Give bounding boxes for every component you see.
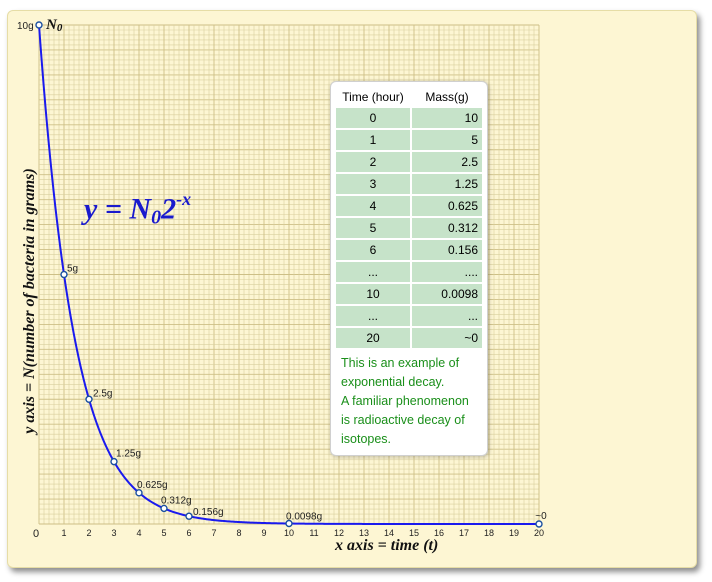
time-cell: 6 [336,240,410,260]
table-row: 2 2.5 [336,152,482,172]
table-row: 5 0.312 [336,218,482,238]
x-tick-label: 9 [261,528,266,538]
chart-frame: 10g 5g 2.5g 1.25g 0.625g 0.312g 0.156g 0.0098g ~… [7,10,697,568]
time-column-header: Time (hour) [336,87,410,106]
data-point [160,504,168,513]
data-point [135,489,143,497]
time-cell: 1 [336,130,410,150]
x-tick-label: 11 [309,528,318,538]
table-row: 4 0.625 [336,196,482,216]
time-cell: 0 [336,108,410,128]
x-tick-label: 2 [86,528,91,538]
table-row: ....... [336,262,482,282]
data-point [285,519,293,528]
mass-cell: 0.312 [412,218,482,238]
time-cell: 4 [336,196,410,216]
data-label: 2.5g [93,388,112,399]
mass-cell: 0.0098 [412,284,482,304]
mass-cell: .... [412,262,482,282]
x-tick-label: 19 [509,528,519,538]
data-point [110,457,118,466]
time-cell: ... [336,262,410,282]
data-label: 0.156g [193,507,224,518]
mass-column-header: Mass(g) [412,87,482,106]
time-cell: 5 [336,218,410,238]
x-tick-label: 6 [186,528,191,538]
table-row: 10 0.0098 [336,284,482,304]
x-tick-label: 5 [161,528,166,538]
table-header-row: Time (hour) Mass(g) [336,87,482,106]
data-label: 0.625g [137,480,168,491]
mass-cell: 5 [412,130,482,150]
data-table-panel: Time (hour) Mass(g) 0 10 1 5 2 2.5 3 1.25 4 0.625… [330,81,488,456]
time-cell: ... [336,306,410,326]
data-point [85,395,93,403]
x-tick-label: 12 [334,528,344,538]
x-tick-label: 4 [136,528,141,538]
mass-cell: 10 [412,108,482,128]
table-row: 0 10 [336,108,482,128]
formula-label: y = N02-x [84,189,192,229]
time-cell: 3 [336,174,410,194]
x-tick-label: 10 [284,528,294,538]
data-label: ~0 [535,511,547,522]
y-axis-title: y axis = N(number of bacteria in grams) [21,168,38,434]
data-table: Time (hour) Mass(g) 0 10 1 5 2 2.5 3 1.25 4 0.625… [334,85,484,350]
mass-cell: 0.625 [412,196,482,216]
x-tick-label: 1 [61,528,66,538]
x-tick-label: 7 [211,528,216,538]
time-cell: 2 [336,152,410,172]
time-cell: 10 [336,284,410,304]
data-label: 0.0098g [286,512,322,523]
mass-cell: ... [412,306,482,326]
origin-label: 0 [33,528,39,540]
data-label: 1.25g [116,449,141,460]
x-tick-label: 16 [434,528,444,538]
mass-cell: 2.5 [412,152,482,172]
x-tick-label: 17 [459,528,469,538]
mass-cell: ~0 [412,328,482,348]
data-point [35,21,43,29]
x-axis-title: x axis = time (t) [335,537,439,554]
x-tick-label: 8 [236,528,241,538]
data-point [535,520,543,528]
x-tick-label: 14 [384,528,394,538]
table-row: 3 1.25 [336,174,482,194]
data-label: 5g [67,264,78,275]
time-cell: 20 [336,328,410,348]
mass-cell: 0.156 [412,240,482,260]
note-line-1: This is an example of exponential decay. [341,356,460,389]
table-row: 6 0.156 [336,240,482,260]
x-tick-label: 18 [484,528,494,538]
data-label: 10g [17,21,34,32]
mass-cell: 1.25 [412,174,482,194]
table-row: 20 ~0 [336,328,482,348]
explanation-note: This is an example of exponential decay.… [334,350,484,449]
start-value-label: N0 [46,17,63,35]
note-line-2: A familiar phenomenon is radioactive dec… [341,394,469,446]
data-point [185,512,193,520]
data-label: 0.312g [161,495,192,506]
x-tick-label: 13 [359,528,369,538]
x-tick-label: 20 [534,528,544,538]
table-row: ...... [336,306,482,326]
x-tick-label: 3 [111,528,116,538]
data-point [60,270,68,279]
x-tick-label: 15 [409,528,419,538]
